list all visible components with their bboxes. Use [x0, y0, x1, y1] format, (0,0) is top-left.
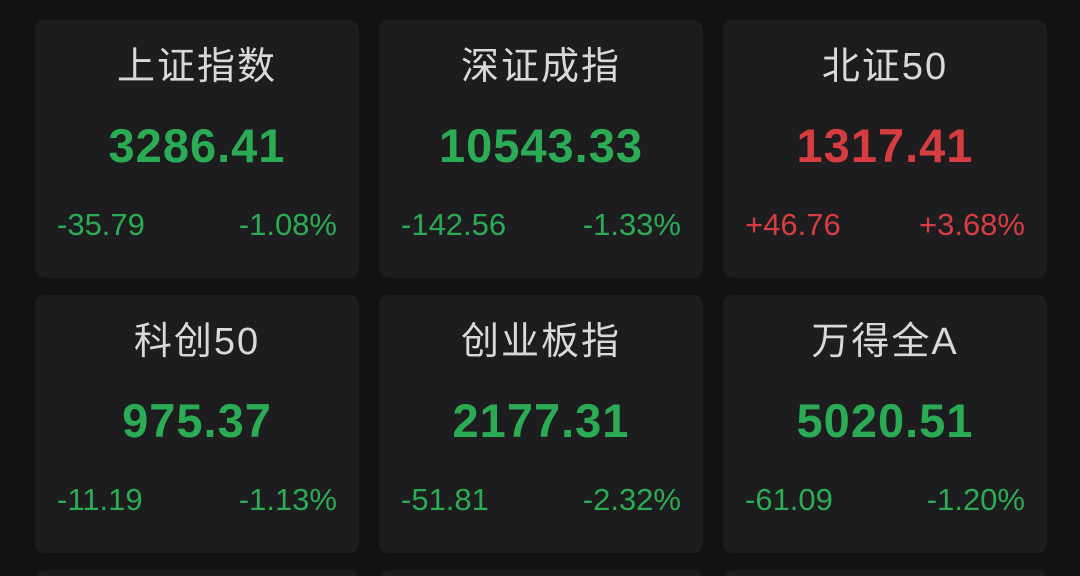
index-value: 10543.33	[438, 118, 644, 172]
index-change-amount: -35.79	[57, 206, 145, 242]
index-name: 深证成指	[460, 46, 621, 88]
index-tile-partial[interactable]	[35, 570, 359, 576]
index-tile-chinext[interactable]: 创业板指 2177.31 -51.81 -2.32%	[379, 295, 703, 553]
index-change-percent: -1.20%	[926, 481, 1025, 517]
index-tile-star50[interactable]: 科创50 975.37 -11.19 -1.13%	[35, 295, 359, 553]
index-change-row: -61.09 -1.20%	[723, 481, 1047, 517]
index-change-row: -51.81 -2.32%	[379, 481, 703, 517]
index-change-percent: -1.08%	[238, 206, 337, 242]
index-change-percent: +3.68%	[918, 206, 1025, 242]
index-change-amount: +46.76	[745, 206, 841, 242]
index-change-row: -35.79 -1.08%	[35, 206, 359, 242]
index-change-percent: -1.13%	[238, 481, 337, 517]
index-name: 北证50	[821, 46, 949, 88]
index-change-percent: -1.33%	[582, 206, 681, 242]
index-tile-partial[interactable]	[723, 570, 1047, 576]
index-tile-sse[interactable]: 上证指数 3286.41 -35.79 -1.08%	[35, 20, 359, 278]
index-name: 上证指数	[116, 46, 277, 88]
index-change-row: +46.76 +3.68%	[723, 206, 1047, 242]
index-name: 万得全A	[811, 321, 959, 363]
index-value: 3286.41	[108, 118, 286, 172]
index-change-amount: -51.81	[401, 481, 489, 517]
index-change-row: -11.19 -1.13%	[35, 481, 359, 517]
index-change-amount: -142.56	[401, 206, 507, 242]
index-value: 975.37	[122, 393, 272, 447]
index-tile-partial[interactable]	[379, 570, 703, 576]
index-value: 5020.51	[796, 393, 974, 447]
index-name: 创业板指	[460, 321, 621, 363]
index-tile-szse[interactable]: 深证成指 10543.33 -142.56 -1.33%	[379, 20, 703, 278]
index-value: 2177.31	[452, 393, 630, 447]
index-change-amount: -61.09	[745, 481, 833, 517]
index-change-row: -142.56 -1.33%	[379, 206, 703, 242]
index-tile-bse50[interactable]: 北证50 1317.41 +46.76 +3.68%	[723, 20, 1047, 278]
index-tile-wind-all-a[interactable]: 万得全A 5020.51 -61.09 -1.20%	[723, 295, 1047, 553]
index-name: 科创50	[133, 321, 261, 363]
index-value: 1317.41	[796, 118, 974, 172]
index-change-percent: -2.32%	[582, 481, 681, 517]
index-change-amount: -11.19	[57, 481, 143, 517]
index-grid: 上证指数 3286.41 -35.79 -1.08% 深证成指 10543.33…	[35, 20, 1047, 576]
